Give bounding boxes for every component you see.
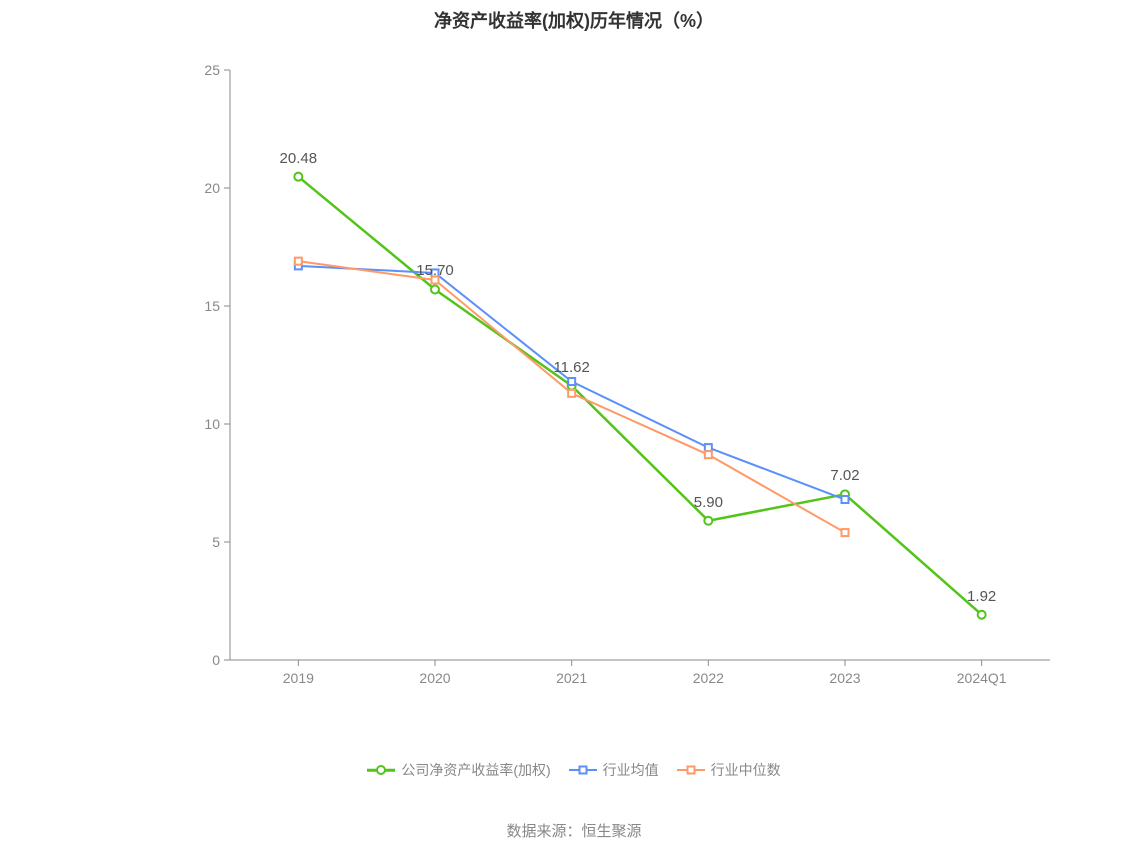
x-axis-label: 2019 bbox=[283, 670, 314, 686]
data-point-label: 11.62 bbox=[553, 359, 589, 376]
chart-container: 净资产收益率(加权)历年情况（%） 0 5 10 15 20 25 2019 2… bbox=[0, 0, 1148, 859]
y-axis-label: 20 bbox=[180, 180, 220, 196]
legend: 公司净资产收益率(加权) 行业均值 行业中位数 bbox=[0, 760, 1148, 780]
y-axis-label: 0 bbox=[180, 652, 220, 668]
x-axis-label: 2024Q1 bbox=[957, 670, 1007, 686]
legend-item-company: 公司净资产收益率(加权) bbox=[367, 760, 550, 780]
legend-swatch-icon bbox=[367, 763, 395, 777]
data-source-text: 数据来源：恒生聚源 bbox=[0, 820, 1148, 841]
legend-label: 公司净资产收益率(加权) bbox=[401, 760, 550, 780]
y-axis-label: 25 bbox=[180, 62, 220, 78]
data-point-label: 7.02 bbox=[830, 467, 859, 484]
legend-swatch-icon bbox=[677, 763, 705, 777]
data-point-label: 20.48 bbox=[280, 150, 318, 167]
data-point-label: 5.90 bbox=[694, 494, 723, 511]
x-axis-label: 2023 bbox=[829, 670, 860, 686]
y-axis-label: 10 bbox=[180, 416, 220, 432]
legend-swatch-icon bbox=[569, 763, 597, 777]
legend-item-industry-mean: 行业均值 bbox=[569, 760, 659, 780]
x-axis-label: 2021 bbox=[556, 670, 587, 686]
x-axis-label: 2022 bbox=[693, 670, 724, 686]
legend-label: 行业均值 bbox=[603, 760, 659, 780]
x-axis-label: 2020 bbox=[419, 670, 450, 686]
y-axis-label: 5 bbox=[180, 534, 220, 550]
data-point-label: 1.92 bbox=[967, 588, 996, 605]
chart-plot-area: 0 5 10 15 20 25 2019 2020 2021 2022 2023… bbox=[180, 60, 1050, 680]
legend-item-industry-median: 行业中位数 bbox=[677, 760, 781, 780]
data-point-label: 15.70 bbox=[416, 262, 454, 279]
y-axis-label: 15 bbox=[180, 298, 220, 314]
chart-title: 净资产收益率(加权)历年情况（%） bbox=[0, 7, 1148, 33]
legend-label: 行业中位数 bbox=[711, 760, 781, 780]
